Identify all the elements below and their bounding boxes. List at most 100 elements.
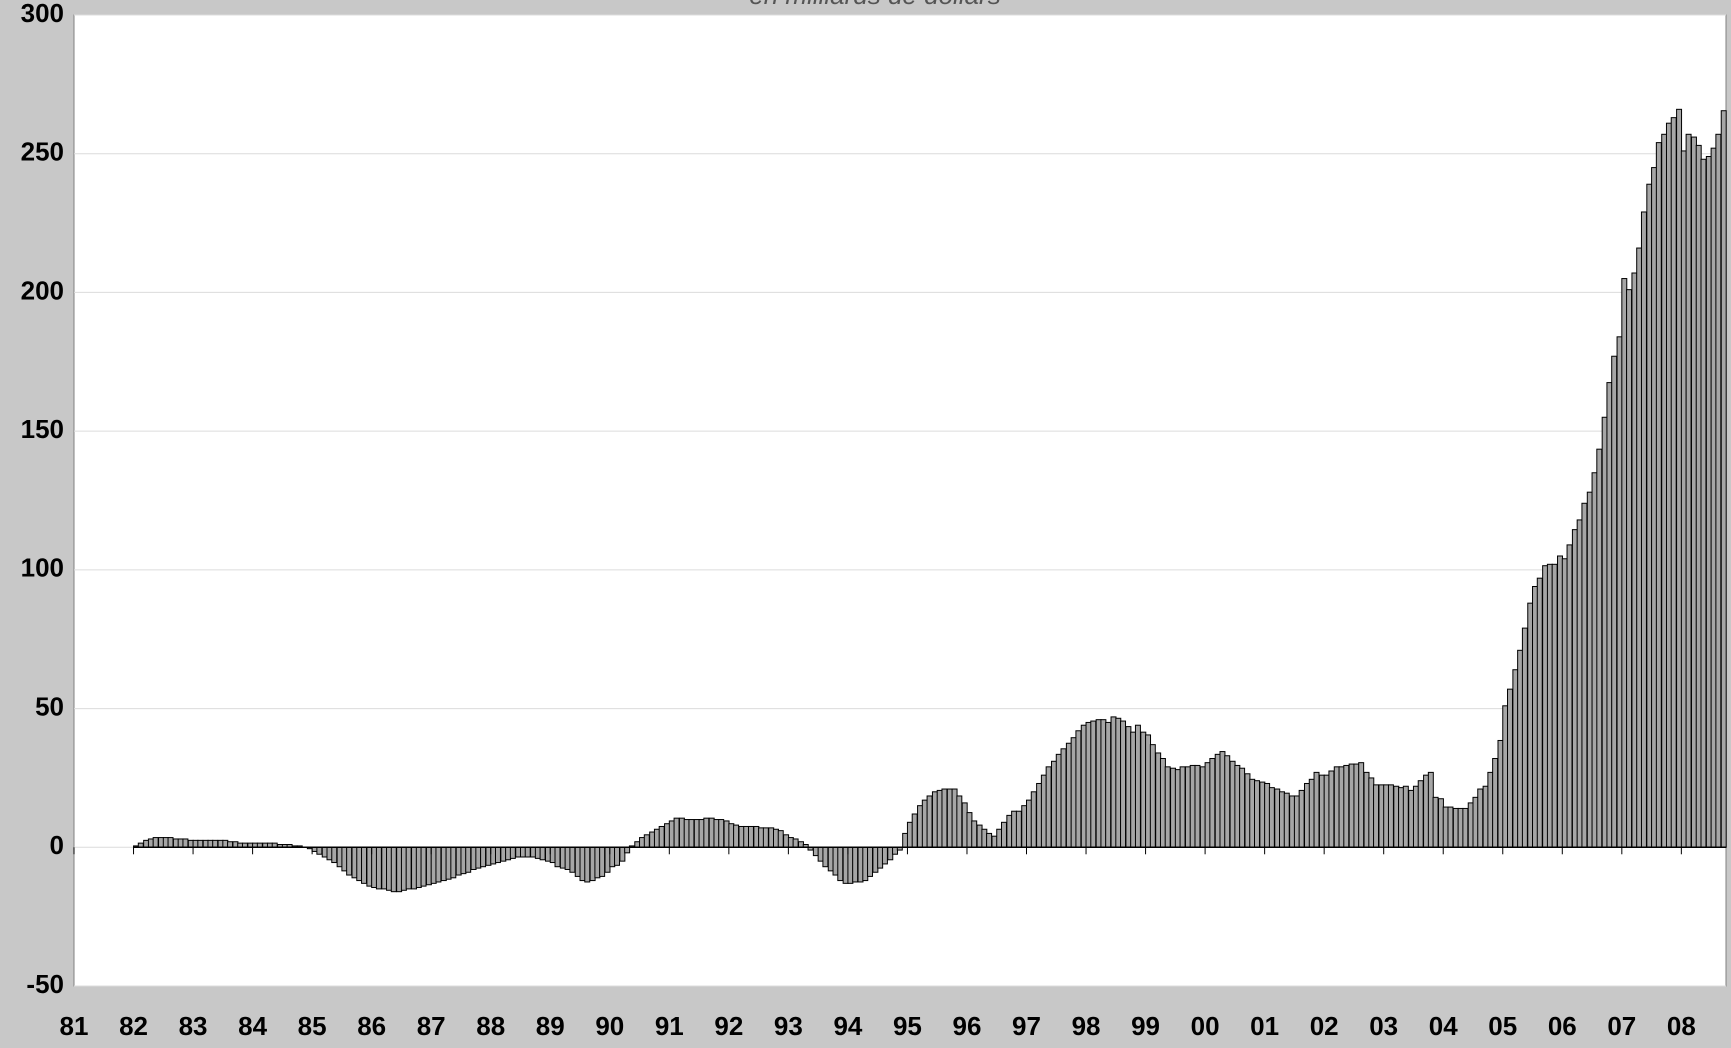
bar <box>941 788 948 848</box>
bar <box>609 846 616 868</box>
bar <box>926 795 933 848</box>
bar <box>1720 110 1727 848</box>
bar <box>768 827 775 848</box>
bar <box>966 812 973 848</box>
bar <box>1665 122 1672 848</box>
bar <box>917 805 924 848</box>
bar <box>549 846 556 864</box>
bar <box>1387 784 1394 848</box>
bar <box>639 837 646 848</box>
bar <box>1571 529 1578 848</box>
bar <box>505 846 512 861</box>
bar <box>143 839 150 848</box>
x-tick-label: 03 <box>1369 1011 1398 1041</box>
bar <box>758 827 765 848</box>
bar <box>579 846 586 882</box>
bar <box>1164 766 1171 848</box>
bar <box>599 846 606 877</box>
bar <box>1358 762 1365 848</box>
bar <box>182 838 189 848</box>
bar <box>1685 133 1692 848</box>
bar <box>386 846 393 891</box>
bar <box>772 828 779 848</box>
bar <box>1070 737 1077 848</box>
x-tick-label: 01 <box>1250 1011 1279 1041</box>
x-tick-label: 87 <box>417 1011 446 1041</box>
bar <box>1601 416 1608 848</box>
bar <box>1512 669 1519 848</box>
bar <box>465 846 472 873</box>
bar <box>1566 544 1573 848</box>
bar <box>708 817 715 848</box>
x-tick-label: 83 <box>179 1011 208 1041</box>
bar <box>1026 799 1032 848</box>
bar <box>847 846 854 884</box>
bar <box>1328 770 1335 848</box>
bar <box>956 795 963 848</box>
bar <box>559 846 566 869</box>
bar <box>1283 792 1290 848</box>
bar <box>1011 810 1018 848</box>
bar <box>371 846 378 889</box>
bar <box>321 846 328 858</box>
x-tick-label: 02 <box>1310 1011 1339 1041</box>
bar <box>1149 744 1156 848</box>
bar <box>326 846 333 861</box>
bar <box>1507 688 1513 848</box>
bar <box>1348 763 1355 848</box>
bar <box>1189 764 1196 848</box>
bar <box>728 823 735 848</box>
bar <box>172 838 179 848</box>
y-tick-label: 50 <box>35 691 64 721</box>
bar <box>1298 789 1305 848</box>
bar <box>911 813 918 848</box>
bar <box>1676 108 1683 848</box>
bar <box>1170 767 1177 848</box>
bar <box>971 820 978 848</box>
bar <box>1085 721 1092 848</box>
bar <box>762 827 769 848</box>
bar <box>1308 778 1315 848</box>
bar <box>747 825 754 848</box>
bar <box>1125 726 1132 848</box>
bar <box>554 846 561 868</box>
bar <box>584 846 591 883</box>
bar <box>411 846 418 890</box>
bar <box>564 846 571 870</box>
bar <box>817 846 824 862</box>
x-tick-label: 91 <box>655 1011 684 1041</box>
bar <box>1546 563 1553 848</box>
x-tick-label: 85 <box>298 1011 327 1041</box>
bar <box>336 846 343 868</box>
bar <box>1264 782 1271 848</box>
bar <box>420 846 427 887</box>
bar <box>1482 785 1489 848</box>
bar <box>887 846 894 861</box>
bar <box>569 846 576 873</box>
bar <box>1015 810 1022 848</box>
bar <box>440 846 447 882</box>
bar <box>1368 777 1375 848</box>
bar <box>797 841 804 848</box>
bar <box>1521 627 1528 848</box>
bar <box>1557 555 1563 848</box>
bar <box>1214 753 1221 848</box>
bar <box>187 839 194 848</box>
x-tick-label: 95 <box>893 1011 922 1041</box>
bar <box>837 846 844 882</box>
bar <box>1006 814 1013 848</box>
x-tick-label: 90 <box>595 1011 624 1041</box>
bar <box>1447 806 1454 848</box>
bar <box>341 846 348 872</box>
bar <box>1423 774 1430 848</box>
bar <box>1110 716 1117 848</box>
bar <box>500 846 507 862</box>
y-tick-label: 150 <box>21 414 64 444</box>
bar <box>892 846 899 855</box>
bar <box>207 839 214 848</box>
bar <box>192 839 199 848</box>
bar <box>405 846 412 890</box>
x-tick-label: 99 <box>1131 1011 1160 1041</box>
bar <box>981 828 988 848</box>
x-tick-label: 94 <box>833 1011 862 1041</box>
